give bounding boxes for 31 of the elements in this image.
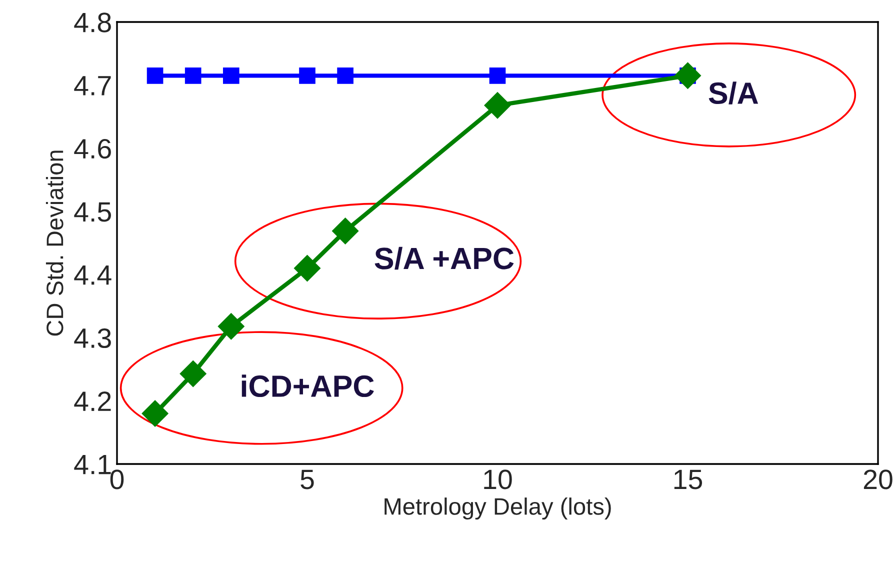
- point: [146, 68, 164, 84]
- point: [218, 313, 244, 340]
- point: [484, 92, 511, 119]
- annotation: S/A: [708, 82, 758, 104]
- y-tick-label: 4.1: [74, 454, 111, 474]
- point: [222, 68, 240, 84]
- x-tick-label: 20: [864, 470, 892, 490]
- y-tick-label: 4.8: [74, 12, 111, 32]
- y-axis-title: CD Std. Deviation: [46, 150, 64, 336]
- x-tick-label: 0: [110, 470, 124, 490]
- point: [184, 68, 202, 84]
- point: [294, 254, 321, 282]
- annotation: S/A +APC: [374, 246, 514, 270]
- y-tick-label: 4.4: [74, 266, 112, 285]
- point: [299, 68, 316, 84]
- y-tick-label: 4.6: [74, 138, 111, 159]
- point: [332, 218, 359, 244]
- x-tick-label: 5: [300, 470, 314, 490]
- point: [489, 68, 506, 84]
- point: [180, 360, 206, 387]
- x-tick-label: 15: [674, 470, 702, 490]
- point: [142, 400, 168, 427]
- x-axis-title: Metrology Delay (lots): [384, 498, 611, 520]
- y-tick-label: 4.3: [74, 328, 111, 348]
- point: [674, 62, 702, 89]
- annotation: iCD+APC: [242, 374, 374, 398]
- y-tick-label: 4.7: [74, 76, 111, 96]
- y-tick-label: 4.5: [74, 202, 111, 222]
- point: [337, 68, 354, 84]
- y-tick-label: 4.2: [74, 392, 111, 411]
- x-tick-label: 10: [484, 470, 512, 490]
